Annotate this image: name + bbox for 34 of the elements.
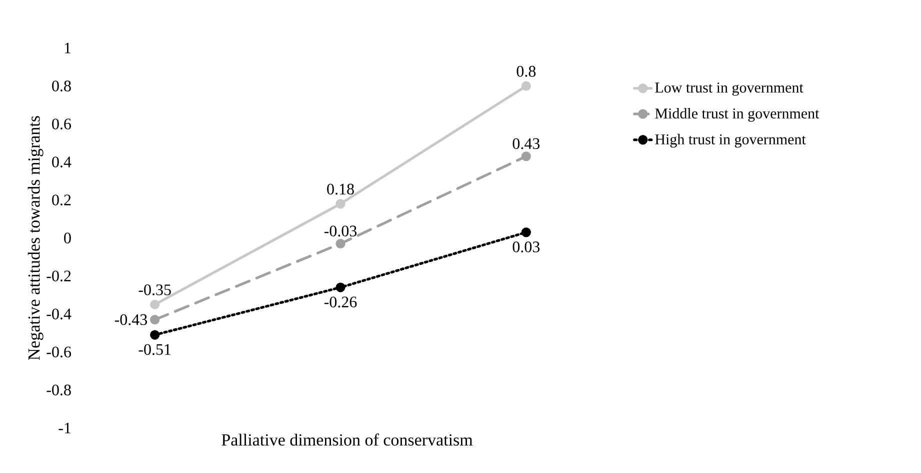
data-label: 0.8	[516, 66, 536, 77]
y-axis-title: Negative attitudes towards migrants	[28, 116, 44, 360]
x-axis-title: Palliative dimension of conservatism	[222, 434, 473, 446]
legend-label: Low trust in government	[655, 82, 804, 96]
data-label: 0.03	[512, 241, 540, 252]
point	[521, 227, 531, 238]
y-tick-label: -0.6	[46, 346, 72, 358]
data-label: -0.03	[324, 226, 357, 237]
legend-label: Middle trust in government	[655, 108, 820, 122]
y-tick-label: 0.6	[52, 118, 72, 130]
point	[521, 81, 531, 91]
y-tick-label: 0.4	[52, 156, 72, 168]
y-tick-label: -0.8	[46, 384, 71, 396]
legend-label: High trust in government	[655, 134, 806, 148]
y-tick-label: 0.8	[52, 80, 71, 92]
y-tick-label: 0	[64, 232, 71, 244]
point	[336, 198, 346, 209]
y-tick-label: -0.2	[46, 270, 71, 282]
data-label: -0.35	[138, 284, 171, 296]
y-tick-label: -0.4	[46, 308, 72, 320]
data-label: -0.51	[138, 344, 171, 355]
data-label: -0.43	[114, 314, 148, 326]
data-label: 0.43	[512, 138, 540, 150]
point	[150, 314, 160, 324]
y-tick-label: 1	[64, 42, 71, 54]
point	[336, 282, 346, 292]
point	[521, 151, 531, 162]
point	[336, 238, 346, 248]
y-tick-label: -1	[58, 422, 71, 434]
point	[150, 330, 160, 340]
data-label: 0.18	[327, 184, 354, 195]
point	[150, 300, 160, 310]
y-tick-label: 0.2	[52, 194, 71, 206]
data-label: -0.26	[324, 296, 357, 308]
